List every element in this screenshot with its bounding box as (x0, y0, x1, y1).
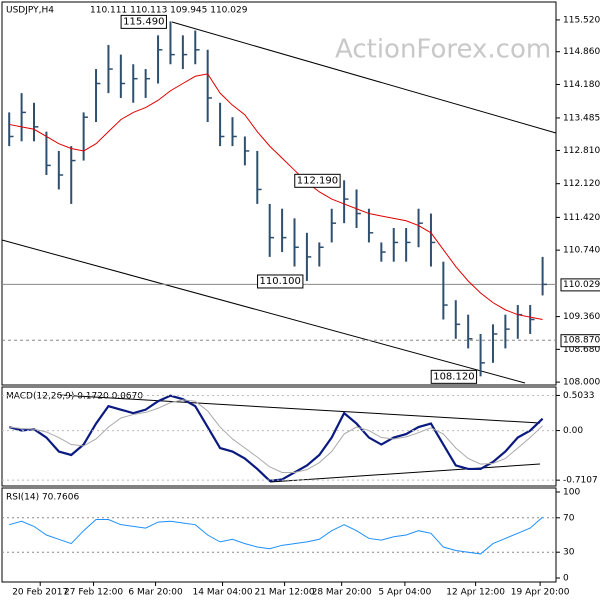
y-tick-label: 112.810 (563, 146, 600, 156)
y-tick-label: 0.00 (563, 426, 583, 436)
y-tick-label: 111.420 (563, 213, 600, 223)
trend-line (171, 21, 557, 134)
trend-line (1, 239, 526, 384)
macd-line (8, 394, 544, 482)
reference-label: 108.870 (563, 336, 600, 346)
x-tick-label: 14 Mar 04:00 (193, 588, 253, 598)
y-tick-label: 108.000 (563, 378, 600, 388)
x-tick-label: 28 Mar 20:00 (312, 588, 372, 598)
macd-title: MACD(12,26,9) 0.1720 0.0670 (6, 392, 143, 402)
price-annotation: 110.100 (260, 276, 301, 287)
trend-line (59, 394, 541, 424)
y-tick-label: 109.360 (563, 312, 600, 322)
y-tick-label: 0 (563, 574, 569, 584)
reference-label: 110.029 (563, 280, 600, 290)
x-tick-label: 27 Feb 12:00 (64, 588, 123, 598)
y-tick-label: 70 (563, 513, 575, 523)
y-tick-label: 110.740 (563, 246, 600, 256)
label-box (560, 278, 600, 292)
label-box (560, 334, 600, 348)
chart-title: USDJPY,H4 (6, 6, 54, 16)
y-tick-label: 114.180 (563, 80, 600, 90)
y-tick-label: 100 (563, 488, 580, 498)
moving-average (9, 73, 543, 320)
x-tick-label: 5 Apr 04:00 (378, 588, 431, 598)
y-tick-label: 0.5033 (563, 391, 595, 401)
watermark: ActionForex.com (335, 35, 551, 65)
y-tick-label: 112.120 (563, 179, 600, 189)
y-tick-label: 114.860 (563, 47, 600, 57)
rsi-title: RSI(14) 70.7606 (6, 493, 79, 503)
y-tick-label: 108.680 (563, 345, 600, 355)
y-tick-label: 30 (563, 548, 575, 558)
y-tick-label: 115.520 (563, 15, 600, 25)
x-tick-label: 12 Apr 12:00 (446, 588, 505, 598)
signal-line (9, 399, 543, 473)
chart-subtitle: 110.111 110.113 109.945 110.029 (90, 6, 248, 16)
label-box (294, 173, 341, 188)
x-tick-label: 19 Apr 20:00 (511, 588, 570, 598)
price-annotation: 112.190 (297, 175, 338, 186)
macd-frame (1, 386, 557, 487)
price-frame (1, 1, 557, 386)
price-annotation: 115.490 (123, 16, 164, 27)
label-box (257, 274, 304, 289)
rsi-line (9, 516, 543, 555)
x-tick-label: 20 Feb 2017 (12, 588, 68, 598)
x-tick-label: 21 Mar 12:00 (255, 588, 315, 598)
trend-line (269, 463, 541, 483)
y-tick-label: -0.7107 (563, 476, 598, 486)
x-tick-label: 6 Mar 20:00 (128, 588, 183, 598)
rsi-frame (1, 487, 557, 583)
label-box (120, 14, 167, 29)
label-box (430, 369, 478, 384)
y-tick-label: 113.485 (563, 113, 600, 123)
price-annotation: 108.120 (433, 371, 474, 382)
